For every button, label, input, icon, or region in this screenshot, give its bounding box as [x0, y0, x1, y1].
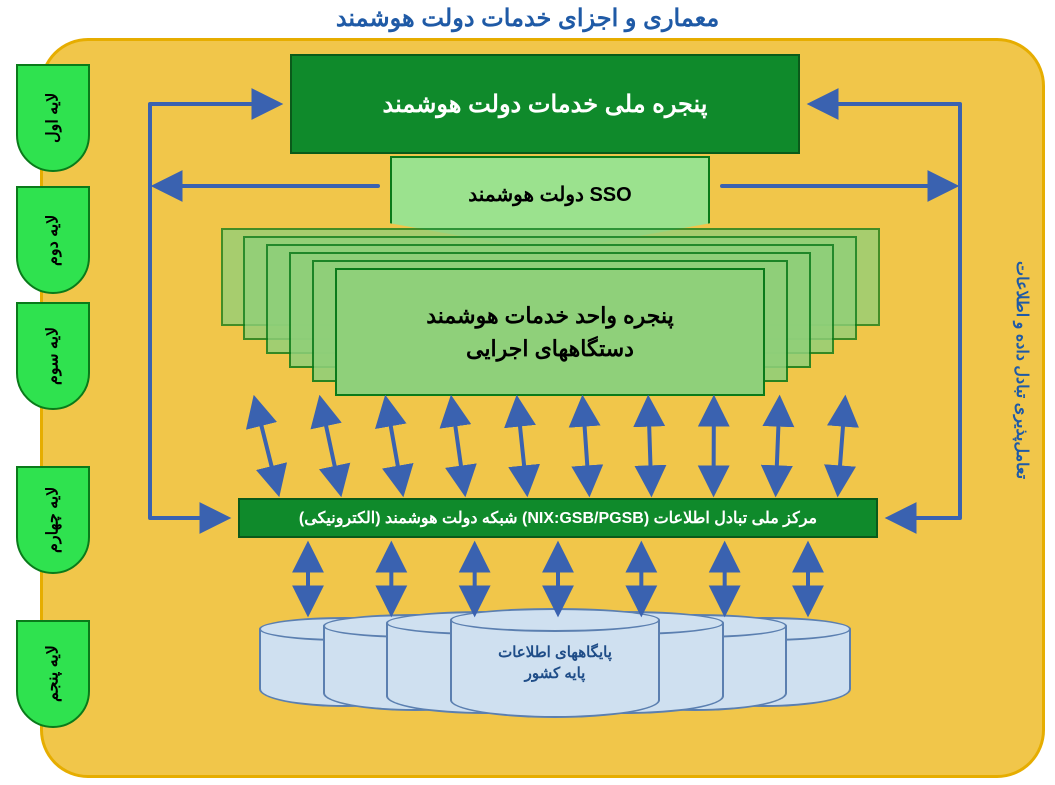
layer-tab-4: لایه چهارم	[16, 466, 90, 574]
database-cylinder: پایگاههای اطلاعاتپایه کشور	[450, 608, 660, 718]
agency-window-label-2: دستگاههای اجرایی	[466, 332, 634, 365]
sso-label: SSO دولت هوشمند	[468, 182, 631, 207]
national-portal-label: پنجره ملی خدمات دولت هوشمند	[383, 90, 708, 119]
nix-label: مرکز ملی تبادل اطلاعات (NIX:GSB/PGSB) شب…	[299, 508, 817, 528]
diagram-title: معماری و اجزای خدمات دولت هوشمند	[0, 4, 1055, 33]
agency-window-front: پنجره واحد خدمات هوشمنددستگاههای اجرایی	[335, 268, 765, 396]
diagram-canvas: معماری و اجزای خدمات دولت هوشمند تعامل‌پ…	[0, 0, 1055, 785]
layer-tab-5: لایه پنجم	[16, 620, 90, 728]
databases-label: پایگاههای اطلاعاتپایه کشور	[450, 642, 660, 684]
national-portal-box: پنجره ملی خدمات دولت هوشمند	[290, 54, 800, 154]
agency-window-label-1: پنجره واحد خدمات هوشمند	[426, 299, 674, 332]
interop-side-label: تعامل‌پذیری تبادل داده و اطلاعات	[1012, 210, 1031, 530]
layer-tab-1: لایه اول	[16, 64, 90, 172]
layer-tab-2: لایه دوم	[16, 186, 90, 294]
layer-tab-3: لایه سوم	[16, 302, 90, 410]
nix-bar: مرکز ملی تبادل اطلاعات (NIX:GSB/PGSB) شب…	[238, 498, 878, 538]
